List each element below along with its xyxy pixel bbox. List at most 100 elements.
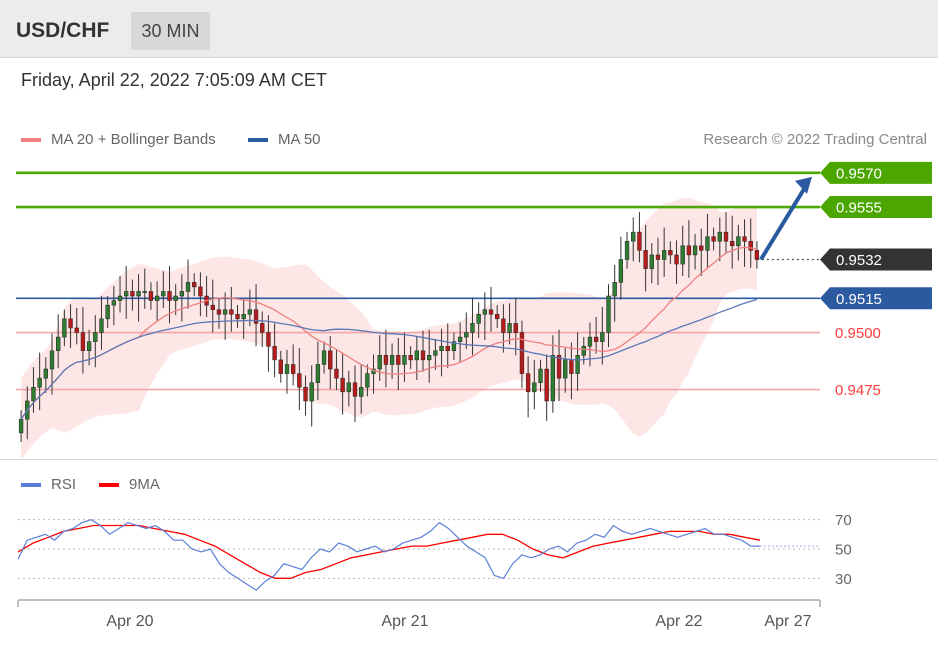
x-tick-label: Apr 21 bbox=[381, 613, 428, 630]
last-price-badge: 0.9532 bbox=[820, 248, 932, 271]
candle-body bbox=[192, 282, 197, 288]
candle-body bbox=[519, 332, 525, 374]
resistance-level-badge: 0.9555 bbox=[820, 196, 932, 219]
candle-body bbox=[445, 345, 450, 352]
legend-ma20: MA 20 + Bollinger Bands bbox=[21, 131, 216, 148]
rsi-line bbox=[17, 519, 760, 591]
candle-body bbox=[544, 368, 549, 402]
candle-body bbox=[692, 245, 698, 256]
candle-body bbox=[68, 318, 73, 329]
resistance-level-label: 0.9555 bbox=[836, 200, 882, 217]
candle-body bbox=[723, 231, 729, 242]
last-price-label: 0.9532 bbox=[836, 252, 882, 269]
resistance-level-badge: 0.9570 bbox=[820, 161, 932, 184]
candle-body bbox=[93, 332, 98, 342]
candle-body bbox=[624, 241, 630, 260]
candle-body bbox=[532, 382, 537, 393]
candle-body bbox=[587, 336, 593, 347]
candle-body bbox=[742, 236, 747, 242]
candle-body bbox=[185, 282, 191, 292]
instrument-symbol: USD/CHF bbox=[16, 19, 110, 42]
candle-body bbox=[43, 368, 48, 379]
candle-body bbox=[74, 327, 79, 333]
candle-body bbox=[241, 314, 246, 320]
pivot-level-badge: 0.9515 bbox=[820, 287, 932, 310]
candle-body bbox=[730, 241, 735, 247]
candle-body bbox=[668, 250, 673, 256]
rsi-9ma-line bbox=[17, 524, 761, 579]
candle-body bbox=[154, 295, 160, 301]
timeframe-button[interactable]: 30 MIN bbox=[131, 12, 210, 50]
candle-body bbox=[457, 336, 463, 342]
candle-body bbox=[235, 314, 240, 320]
candle-body bbox=[136, 291, 141, 297]
candle-body bbox=[699, 245, 704, 251]
candle-body bbox=[427, 355, 432, 361]
candle-body bbox=[550, 355, 556, 402]
candle-body bbox=[655, 254, 661, 260]
rsi-swatch bbox=[21, 482, 41, 487]
candle-body bbox=[513, 323, 518, 333]
candle-body bbox=[495, 314, 500, 320]
legend-rsi: RSI bbox=[21, 476, 76, 493]
candle-body bbox=[631, 231, 636, 242]
candle-body bbox=[161, 291, 166, 297]
forecast-arrow-shaft bbox=[759, 184, 808, 261]
candle-body bbox=[198, 286, 203, 297]
candle-body bbox=[49, 350, 55, 370]
candle-body bbox=[661, 250, 667, 260]
candle-body bbox=[674, 254, 679, 265]
candles-group bbox=[18, 212, 760, 443]
candle-body bbox=[124, 291, 129, 297]
candle-body bbox=[439, 345, 444, 352]
ma9-swatch bbox=[99, 482, 119, 487]
ma50-legend-label: MA 50 bbox=[278, 131, 321, 148]
candle-body bbox=[142, 291, 147, 293]
candle-body bbox=[253, 309, 259, 324]
x-tick-label: Apr 27 bbox=[764, 613, 811, 630]
resistance-badge-shape bbox=[820, 161, 932, 184]
candle-body bbox=[556, 355, 562, 379]
candle-body bbox=[402, 355, 407, 365]
candle-body bbox=[618, 259, 624, 283]
candle-body bbox=[705, 236, 710, 251]
candle-body bbox=[86, 341, 92, 352]
candle-body bbox=[606, 295, 611, 333]
candle-body bbox=[420, 350, 426, 361]
candle-body bbox=[62, 318, 67, 338]
last-price-badge-shape bbox=[820, 248, 932, 271]
candle-body bbox=[470, 323, 475, 333]
candle-body bbox=[216, 309, 222, 315]
candle-body bbox=[130, 291, 135, 297]
candle-body bbox=[365, 373, 370, 388]
candle-body bbox=[303, 387, 308, 402]
candle-body bbox=[346, 382, 351, 393]
candle-body bbox=[80, 332, 86, 352]
candle-body bbox=[321, 350, 327, 365]
candle-body bbox=[717, 231, 722, 242]
header-bar: USD/CHF 30 MIN bbox=[0, 0, 938, 58]
candle-body bbox=[18, 418, 24, 434]
candle-body bbox=[408, 355, 413, 361]
candle-body bbox=[575, 355, 580, 374]
legend-ma50: MA 50 bbox=[248, 131, 321, 148]
x-tick-label: Apr 20 bbox=[106, 613, 153, 630]
support-level-label: 0.9475 bbox=[835, 382, 881, 399]
candle-body bbox=[464, 332, 469, 338]
candle-body bbox=[711, 236, 716, 242]
candle-body bbox=[538, 368, 543, 383]
pivot-level-label: 0.9515 bbox=[836, 291, 882, 308]
candle-body bbox=[501, 318, 506, 333]
candle-body bbox=[649, 254, 654, 269]
candle-body bbox=[612, 282, 617, 297]
candle-body bbox=[507, 323, 512, 333]
candle-body bbox=[352, 382, 358, 397]
rsi-tick-label: 50 bbox=[835, 542, 852, 559]
candle-body bbox=[736, 236, 741, 247]
pane-separator bbox=[0, 459, 938, 460]
candle-body bbox=[260, 323, 265, 333]
candle-body bbox=[525, 373, 531, 393]
candle-body bbox=[563, 359, 568, 379]
